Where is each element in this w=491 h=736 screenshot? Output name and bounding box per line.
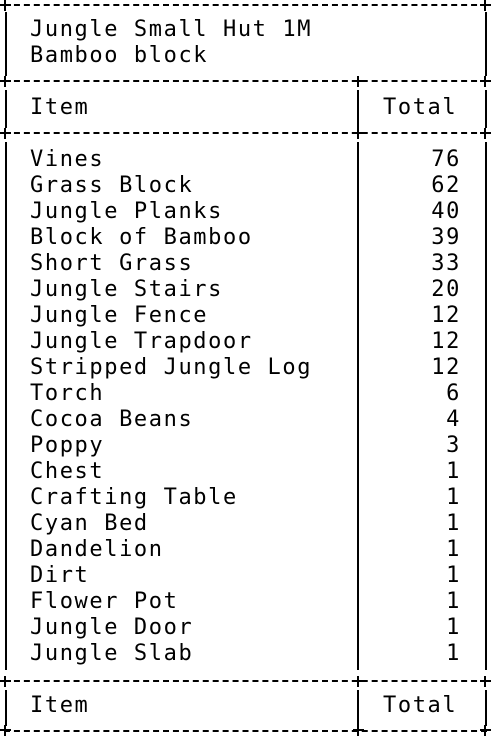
bottom-rule	[4, 730, 487, 732]
item-name: Dirt	[30, 563, 90, 588]
corner-plus	[353, 676, 364, 687]
item-name: Jungle Trapdoor	[30, 329, 253, 354]
item-name: Jungle Planks	[30, 199, 223, 224]
item-name: Chest	[30, 459, 105, 484]
item-name: Stripped Jungle Log	[30, 355, 313, 380]
item-name: Jungle Fence	[30, 303, 209, 328]
item-name: Block of Bamboo	[30, 225, 253, 250]
column-footer-item: Item	[30, 693, 90, 718]
corner-plus	[0, 76, 11, 87]
right-border	[485, 90, 487, 128]
item-name: Cocoa Beans	[30, 407, 194, 432]
column-header-item: Item	[30, 95, 90, 120]
table-row: Stripped Jungle Log 12	[0, 355, 491, 381]
item-total: 1	[446, 589, 461, 614]
table-row: Short Grass 33	[0, 251, 491, 277]
table-row: Grass Block 62	[0, 173, 491, 199]
table-row: Jungle Trapdoor 12	[0, 329, 491, 355]
table-row: Jungle Fence 12	[0, 303, 491, 329]
corner-plus	[353, 725, 364, 736]
item-name: Dandelion	[30, 537, 164, 562]
table-row: Dirt 1	[0, 563, 491, 589]
column-divider	[357, 142, 359, 670]
corner-plus	[0, 128, 11, 139]
table-row: Flower Pot 1	[0, 589, 491, 615]
column-divider	[357, 90, 359, 128]
corner-plus	[480, 0, 491, 11]
item-name: Jungle Stairs	[30, 277, 223, 302]
item-total: 6	[446, 381, 461, 406]
item-total: 12	[431, 303, 461, 328]
item-total: 20	[431, 277, 461, 302]
item-total: 76	[431, 147, 461, 172]
item-name: Crafting Table	[30, 485, 238, 510]
item-total: 4	[446, 407, 461, 432]
item-total: 12	[431, 329, 461, 354]
header-rule	[4, 132, 487, 134]
left-border	[5, 142, 7, 670]
item-name: Jungle Slab	[30, 641, 194, 666]
column-header-total: Total	[383, 95, 458, 120]
left-border	[5, 690, 7, 726]
table-row: Chest 1	[0, 459, 491, 485]
corner-plus	[0, 676, 11, 687]
item-name: Grass Block	[30, 173, 194, 198]
corner-plus	[480, 76, 491, 87]
corner-plus	[480, 725, 491, 736]
item-name: Torch	[30, 381, 105, 406]
item-total: 1	[446, 485, 461, 510]
item-total: 1	[446, 563, 461, 588]
item-total: 1	[446, 537, 461, 562]
item-total: 12	[431, 355, 461, 380]
footer-rule	[4, 680, 487, 682]
corner-plus	[480, 676, 491, 687]
table-row: Cyan Bed 1	[0, 511, 491, 537]
top-rule	[4, 4, 487, 6]
item-name: Jungle Door	[30, 615, 194, 640]
right-border	[485, 12, 487, 76]
table-row: Jungle Slab 1	[0, 641, 491, 667]
table-row: Cocoa Beans 4	[0, 407, 491, 433]
item-total: 40	[431, 199, 461, 224]
table-row: Jungle Door 1	[0, 615, 491, 641]
item-total: 1	[446, 459, 461, 484]
item-total: 39	[431, 225, 461, 250]
item-total: 1	[446, 615, 461, 640]
item-total: 1	[446, 641, 461, 666]
left-border	[5, 90, 7, 128]
corner-plus	[353, 128, 364, 139]
schematic-title: Jungle Small Hut 1M	[30, 17, 313, 42]
table-row: Dandelion 1	[0, 537, 491, 563]
item-name: Poppy	[30, 433, 105, 458]
table-row: Poppy 3	[0, 433, 491, 459]
item-name: Flower Pot	[30, 589, 179, 614]
right-border	[485, 690, 487, 726]
item-name: Vines	[30, 147, 105, 172]
table-row: Jungle Stairs 20	[0, 277, 491, 303]
table-row: Torch 6	[0, 381, 491, 407]
table-row: Vines 76	[0, 147, 491, 173]
item-total: 3	[446, 433, 461, 458]
item-total: 1	[446, 511, 461, 536]
item-total: 62	[431, 173, 461, 198]
right-border	[485, 142, 487, 670]
left-border	[5, 12, 7, 76]
corner-plus	[353, 76, 364, 87]
table-row: Crafting Table 1	[0, 485, 491, 511]
table-row: Jungle Planks 40	[0, 199, 491, 225]
table-row: Block of Bamboo 39	[0, 225, 491, 251]
title-rule	[4, 80, 487, 82]
corner-plus	[0, 725, 11, 736]
corner-plus	[0, 0, 11, 11]
column-footer-total: Total	[383, 693, 458, 718]
item-name: Short Grass	[30, 251, 194, 276]
item-total: 33	[431, 251, 461, 276]
item-name: Cyan Bed	[30, 511, 149, 536]
column-divider	[357, 690, 359, 726]
corner-plus	[480, 128, 491, 139]
schematic-subtitle: Bamboo block	[30, 43, 209, 68]
